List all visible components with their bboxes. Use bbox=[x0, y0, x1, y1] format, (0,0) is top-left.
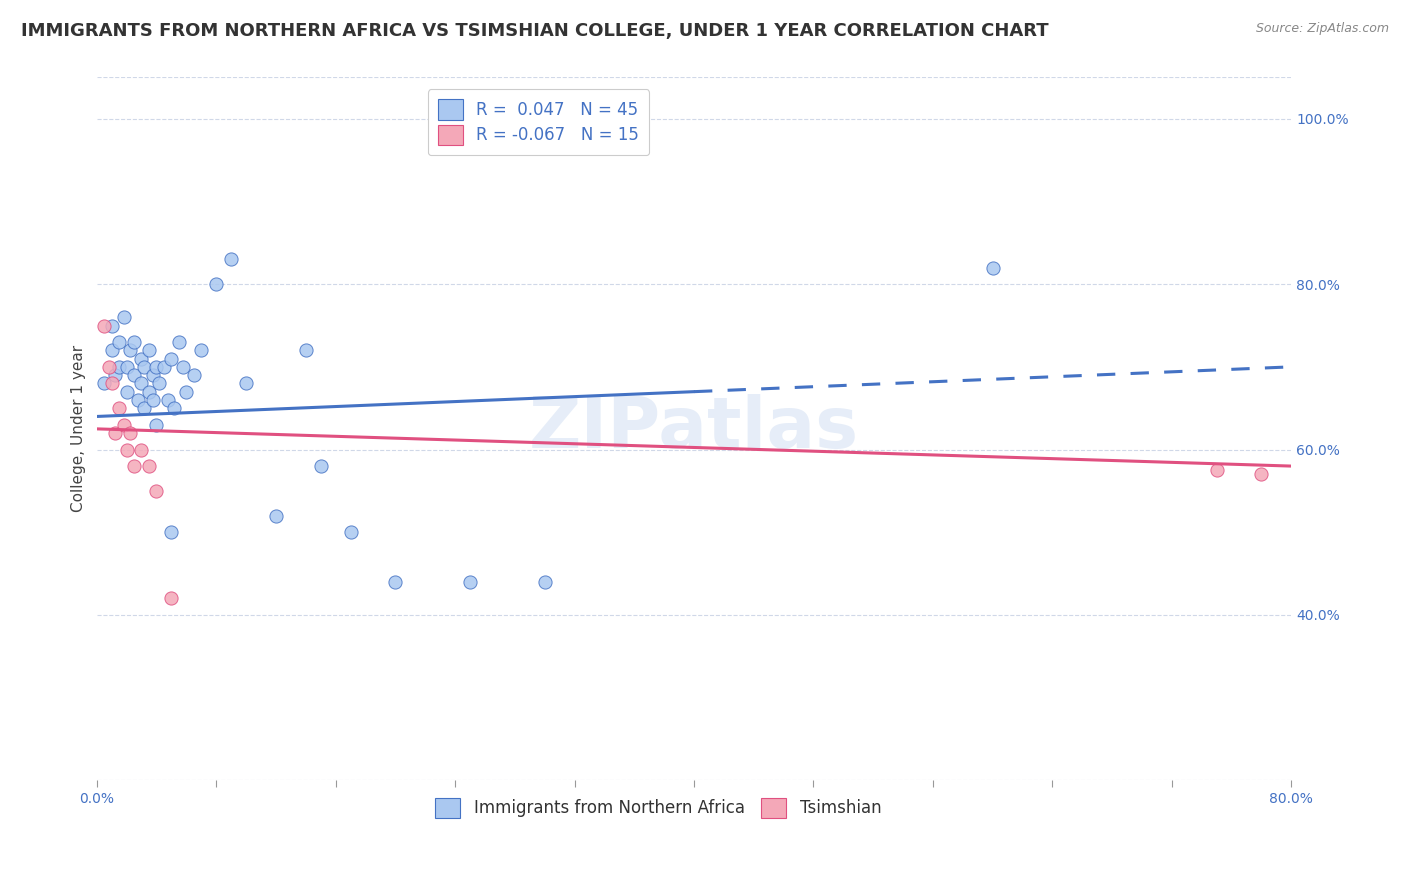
Point bbox=[127, 392, 149, 407]
Point bbox=[1250, 467, 1272, 482]
Text: IMMIGRANTS FROM NORTHERN AFRICA VS TSIMSHIAN COLLEGE, UNDER 1 YEAR CORRELATION C: IMMIGRANTS FROM NORTHERN AFRICA VS TSIMS… bbox=[21, 22, 1049, 40]
Point bbox=[97, 359, 120, 374]
Point bbox=[174, 384, 197, 399]
Point bbox=[145, 483, 167, 498]
Point bbox=[264, 508, 287, 523]
Point bbox=[93, 318, 115, 333]
Point bbox=[100, 343, 122, 358]
Point bbox=[103, 425, 125, 440]
Point bbox=[115, 442, 138, 457]
Point bbox=[1205, 463, 1227, 477]
Point bbox=[153, 359, 176, 374]
Point bbox=[235, 376, 257, 391]
Point bbox=[148, 376, 170, 391]
Point bbox=[183, 368, 205, 383]
Point bbox=[163, 401, 186, 416]
Point bbox=[138, 384, 160, 399]
Point bbox=[458, 574, 481, 589]
Point bbox=[533, 574, 555, 589]
Point bbox=[157, 392, 180, 407]
Point bbox=[160, 591, 183, 606]
Point bbox=[122, 368, 145, 383]
Point bbox=[167, 334, 190, 349]
Point bbox=[112, 417, 135, 432]
Point bbox=[339, 525, 361, 540]
Point bbox=[108, 334, 131, 349]
Point bbox=[122, 334, 145, 349]
Point bbox=[205, 277, 228, 292]
Point bbox=[100, 376, 122, 391]
Point bbox=[115, 384, 138, 399]
Point bbox=[384, 574, 406, 589]
Point bbox=[172, 359, 194, 374]
Point bbox=[112, 310, 135, 325]
Point bbox=[134, 359, 156, 374]
Point bbox=[108, 359, 131, 374]
Point bbox=[160, 351, 183, 366]
Point bbox=[131, 351, 153, 366]
Text: Source: ZipAtlas.com: Source: ZipAtlas.com bbox=[1256, 22, 1389, 36]
Point bbox=[294, 343, 316, 358]
Point bbox=[145, 359, 167, 374]
Point bbox=[142, 368, 165, 383]
Point bbox=[93, 376, 115, 391]
Text: ZIPatlas: ZIPatlas bbox=[529, 394, 859, 463]
Point bbox=[145, 417, 167, 432]
Point bbox=[108, 401, 131, 416]
Point bbox=[142, 392, 165, 407]
Point bbox=[103, 368, 125, 383]
Point bbox=[138, 459, 160, 474]
Point bbox=[131, 442, 153, 457]
Legend: Immigrants from Northern Africa, Tsimshian: Immigrants from Northern Africa, Tsimshi… bbox=[429, 791, 887, 825]
Point bbox=[160, 525, 183, 540]
Point bbox=[309, 459, 332, 474]
Point bbox=[115, 359, 138, 374]
Point bbox=[131, 376, 153, 391]
Point bbox=[118, 425, 141, 440]
Point bbox=[100, 318, 122, 333]
Point bbox=[981, 260, 1004, 275]
Point bbox=[138, 343, 160, 358]
Y-axis label: College, Under 1 year: College, Under 1 year bbox=[72, 345, 86, 512]
Point bbox=[219, 252, 242, 267]
Point bbox=[122, 459, 145, 474]
Point bbox=[118, 343, 141, 358]
Point bbox=[190, 343, 212, 358]
Point bbox=[134, 401, 156, 416]
